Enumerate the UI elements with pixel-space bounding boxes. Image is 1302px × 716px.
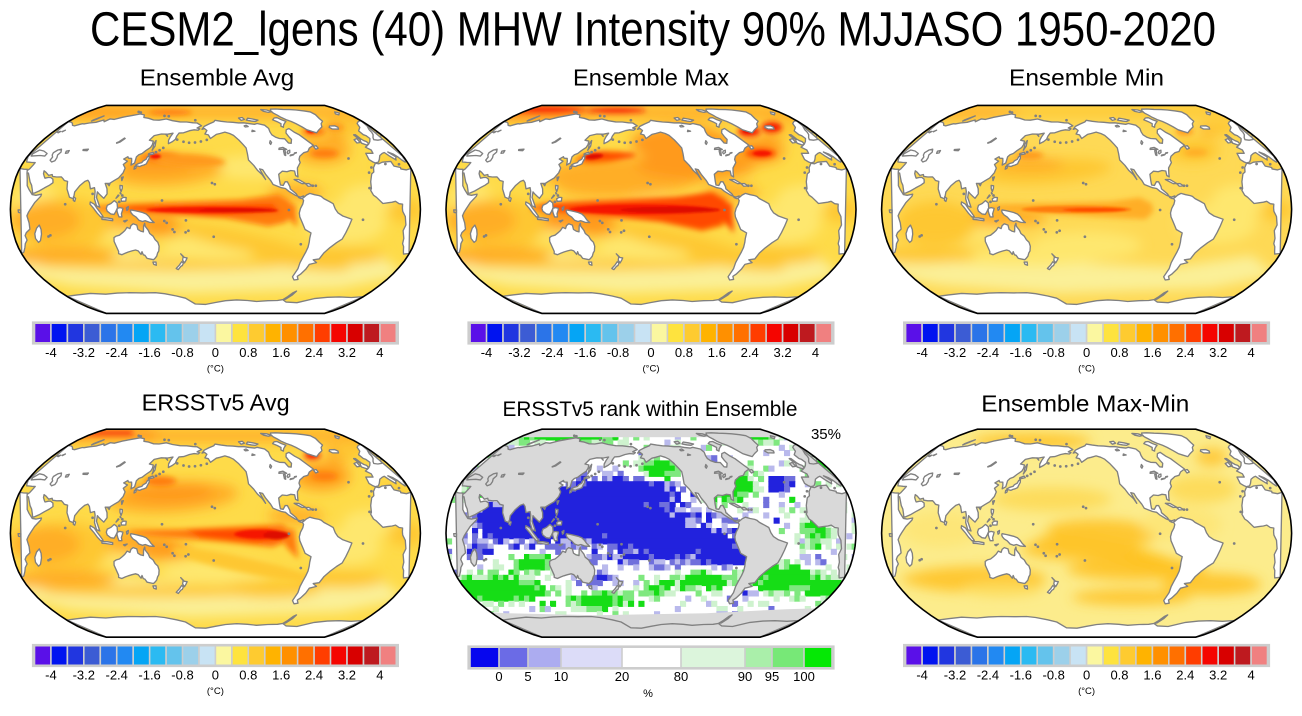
- svg-text:-1.6: -1.6: [138, 668, 160, 683]
- svg-text:-1.6: -1.6: [1010, 345, 1032, 360]
- svg-text:CESM2_lgens (40) MHW Intensity: CESM2_lgens (40) MHW Intensity 90% MJJAS…: [90, 3, 1216, 57]
- svg-text:ERSSTv5 rank within Ensemble: ERSSTv5 rank within Ensemble: [503, 398, 798, 421]
- svg-text:0.8: 0.8: [675, 345, 693, 360]
- svg-text:20: 20: [615, 669, 629, 684]
- svg-text:10: 10: [554, 669, 568, 684]
- svg-text:35%: 35%: [811, 426, 841, 443]
- svg-text:-4: -4: [481, 345, 493, 360]
- svg-text:0: 0: [212, 668, 219, 683]
- svg-text:3.2: 3.2: [1209, 668, 1227, 683]
- svg-text:3.2: 3.2: [1209, 345, 1227, 360]
- svg-text:0: 0: [1083, 668, 1090, 683]
- svg-text:-3.2: -3.2: [73, 668, 95, 683]
- svg-text:4: 4: [1247, 345, 1254, 360]
- svg-text:1.6: 1.6: [272, 345, 290, 360]
- svg-text:-4: -4: [916, 345, 928, 360]
- svg-text:2.4: 2.4: [1176, 668, 1194, 683]
- svg-text:-4: -4: [45, 345, 57, 360]
- svg-text:0.8: 0.8: [239, 668, 257, 683]
- svg-text:%: %: [643, 688, 653, 700]
- svg-text:5: 5: [524, 669, 531, 684]
- svg-text:0: 0: [495, 669, 502, 684]
- svg-text:1.6: 1.6: [1143, 345, 1161, 360]
- svg-text:90: 90: [738, 669, 752, 684]
- svg-text:-4: -4: [45, 668, 57, 683]
- svg-text:-0.8: -0.8: [171, 668, 193, 683]
- svg-text:4: 4: [376, 345, 383, 360]
- svg-text:2.4: 2.4: [305, 345, 323, 360]
- svg-text:-2.4: -2.4: [541, 345, 563, 360]
- svg-text:ERSSTv5 Avg: ERSSTv5 Avg: [142, 389, 290, 415]
- svg-text:95: 95: [765, 669, 779, 684]
- svg-text:Ensemble Max: Ensemble Max: [573, 64, 730, 90]
- svg-text:-3.2: -3.2: [944, 668, 966, 683]
- svg-text:0: 0: [1083, 345, 1090, 360]
- svg-text:-3.2: -3.2: [73, 345, 95, 360]
- svg-text:3.2: 3.2: [338, 668, 356, 683]
- svg-text:1.6: 1.6: [708, 345, 726, 360]
- svg-text:4: 4: [376, 668, 383, 683]
- svg-text:-4: -4: [916, 668, 928, 683]
- svg-text:0.8: 0.8: [1110, 668, 1128, 683]
- svg-text:(°C): (°C): [1078, 686, 1095, 697]
- svg-text:2.4: 2.4: [305, 668, 323, 683]
- svg-text:(°C): (°C): [207, 686, 224, 697]
- svg-text:2.4: 2.4: [1176, 345, 1194, 360]
- svg-text:4: 4: [1247, 668, 1254, 683]
- svg-text:-1.6: -1.6: [1010, 668, 1032, 683]
- svg-text:(°C): (°C): [643, 364, 660, 375]
- svg-text:1.6: 1.6: [1143, 668, 1161, 683]
- svg-text:-2.4: -2.4: [105, 668, 127, 683]
- svg-text:80: 80: [674, 669, 688, 684]
- svg-text:3.2: 3.2: [338, 345, 356, 360]
- svg-text:100: 100: [793, 669, 815, 684]
- svg-text:0: 0: [647, 345, 654, 360]
- svg-text:Ensemble Min: Ensemble Min: [1009, 64, 1164, 90]
- svg-text:-0.8: -0.8: [607, 345, 629, 360]
- svg-text:-1.6: -1.6: [138, 345, 160, 360]
- svg-text:-0.8: -0.8: [1042, 668, 1064, 683]
- svg-text:-2.4: -2.4: [977, 668, 999, 683]
- svg-text:-2.4: -2.4: [977, 345, 999, 360]
- svg-text:-2.4: -2.4: [105, 345, 127, 360]
- svg-text:-3.2: -3.2: [944, 345, 966, 360]
- svg-text:Ensemble Avg: Ensemble Avg: [140, 64, 295, 90]
- svg-text:(°C): (°C): [1078, 364, 1095, 375]
- svg-text:0.8: 0.8: [239, 345, 257, 360]
- svg-text:0: 0: [212, 345, 219, 360]
- svg-text:-1.6: -1.6: [574, 345, 596, 360]
- svg-text:Ensemble Max-Min: Ensemble Max-Min: [981, 390, 1189, 416]
- svg-text:0.8: 0.8: [1110, 345, 1128, 360]
- svg-text:-0.8: -0.8: [171, 345, 193, 360]
- svg-text:-0.8: -0.8: [1042, 345, 1064, 360]
- svg-text:-3.2: -3.2: [508, 345, 530, 360]
- svg-text:1.6: 1.6: [272, 668, 290, 683]
- svg-text:(°C): (°C): [207, 364, 224, 375]
- svg-text:4: 4: [812, 345, 819, 360]
- svg-text:3.2: 3.2: [774, 345, 792, 360]
- svg-text:2.4: 2.4: [741, 345, 759, 360]
